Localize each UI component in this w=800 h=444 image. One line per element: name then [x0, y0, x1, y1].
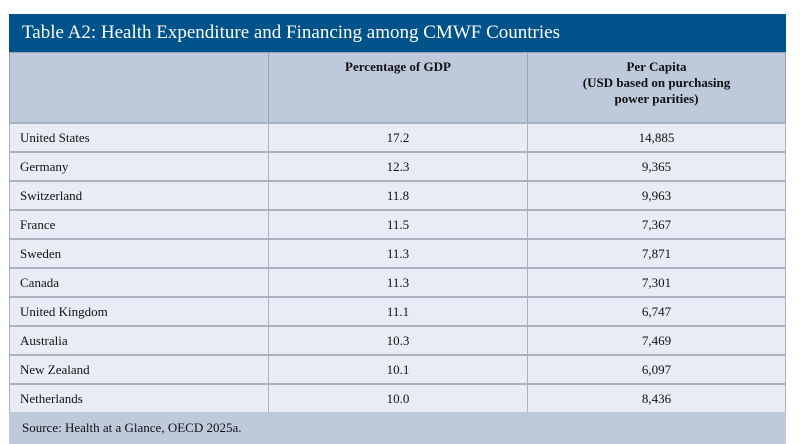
- table-row: France 11.5 7,367: [9, 209, 786, 239]
- cell-gdp: 17.2: [268, 122, 528, 152]
- table-row: Netherlands 10.0 8,436: [9, 383, 786, 412]
- header-row: Percentage of GDP Per Capita (USD based …: [9, 52, 786, 124]
- header-gdp: Percentage of GDP: [268, 52, 528, 124]
- cell-gdp: 11.3: [268, 267, 528, 297]
- table-row: Switzerland 11.8 9,963: [9, 180, 786, 210]
- cell-per-capita: 7,301: [527, 267, 786, 297]
- table-row: United States 17.2 14,885: [9, 122, 786, 152]
- cell-country: Netherlands: [9, 383, 269, 412]
- cell-per-capita: 7,871: [527, 238, 786, 268]
- cell-per-capita: 9,365: [527, 151, 786, 181]
- cell-country: France: [9, 209, 269, 239]
- cell-per-capita: 8,436: [527, 383, 786, 412]
- header-country: [9, 52, 269, 124]
- table-row: New Zealand 10.1 6,097: [9, 354, 786, 384]
- table-row: Germany 12.3 9,365: [9, 151, 786, 181]
- cell-gdp: 10.0: [268, 383, 528, 412]
- cell-per-capita: 9,963: [527, 180, 786, 210]
- cell-gdp: 10.1: [268, 354, 528, 384]
- header-per-capita-line2: (USD based on purchasing: [582, 75, 731, 90]
- cell-gdp: 11.1: [268, 296, 528, 326]
- table-row: Australia 10.3 7,469: [9, 325, 786, 355]
- table-title: Table A2: Health Expenditure and Financi…: [9, 14, 786, 52]
- data-table: Percentage of GDP Per Capita (USD based …: [9, 52, 786, 412]
- cell-country: Sweden: [9, 238, 269, 268]
- cell-country: United States: [9, 122, 269, 152]
- cell-gdp: 10.3: [268, 325, 528, 355]
- cell-country: Switzerland: [9, 180, 269, 210]
- health-expenditure-table: Table A2: Health Expenditure and Financi…: [9, 14, 786, 444]
- cell-country: Canada: [9, 267, 269, 297]
- cell-country: Australia: [9, 325, 269, 355]
- source-note: Source: Health at a Glance, OECD 2025a.: [9, 412, 786, 444]
- cell-gdp: 11.5: [268, 209, 528, 239]
- cell-gdp: 11.8: [268, 180, 528, 210]
- cell-per-capita: 6,747: [527, 296, 786, 326]
- cell-country: United Kingdom: [9, 296, 269, 326]
- cell-per-capita: 6,097: [527, 354, 786, 384]
- table-row: Sweden 11.3 7,871: [9, 238, 786, 268]
- cell-per-capita: 14,885: [527, 122, 786, 152]
- header-per-capita-line1: Per Capita: [626, 59, 687, 74]
- table-row: Canada 11.3 7,301: [9, 267, 786, 297]
- cell-per-capita: 7,367: [527, 209, 786, 239]
- table-row: United Kingdom 11.1 6,747: [9, 296, 786, 326]
- cell-per-capita: 7,469: [527, 325, 786, 355]
- header-per-capita-line3: power parities): [614, 91, 699, 106]
- cell-country: New Zealand: [9, 354, 269, 384]
- cell-gdp: 11.3: [268, 238, 528, 268]
- header-per-capita: Per Capita (USD based on purchasing powe…: [527, 52, 786, 124]
- cell-country: Germany: [9, 151, 269, 181]
- cell-gdp: 12.3: [268, 151, 528, 181]
